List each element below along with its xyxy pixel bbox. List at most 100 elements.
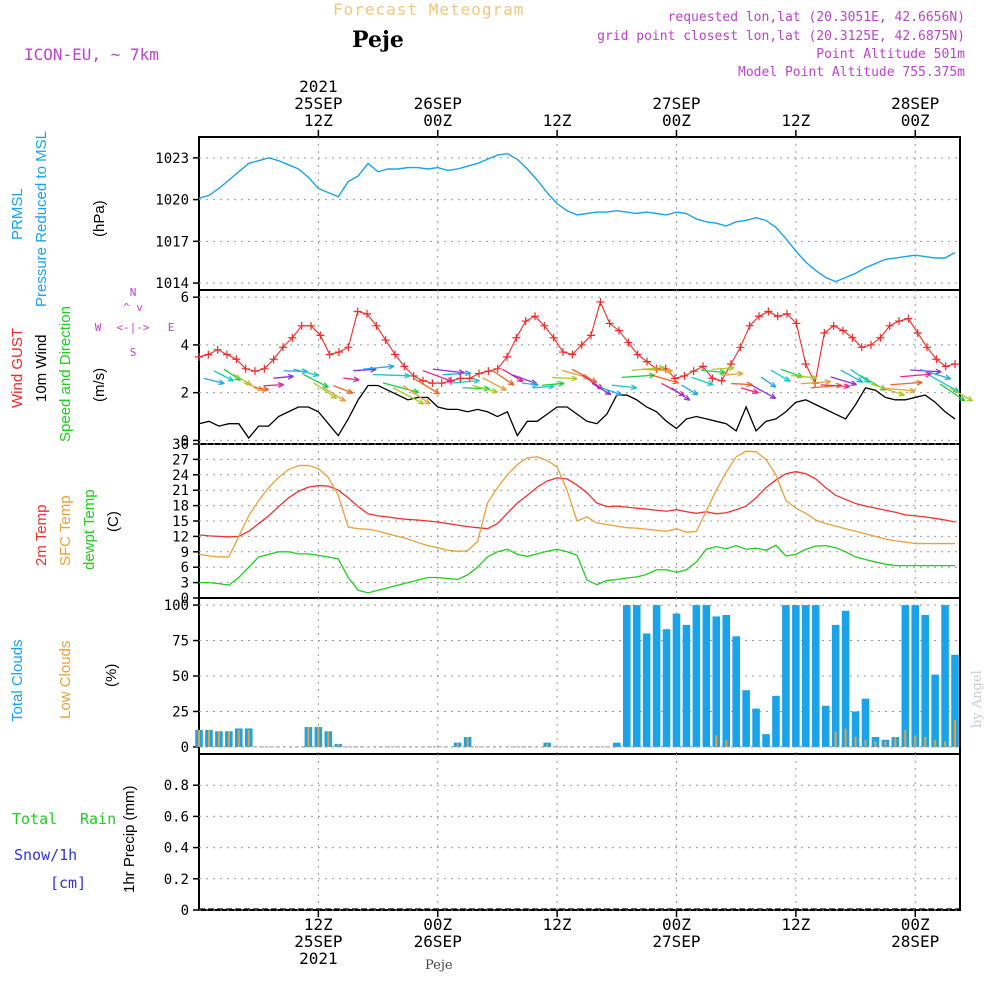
wind-arrow xyxy=(223,368,241,381)
total-cloud-bar xyxy=(692,605,701,747)
ytick-label-wind: 2 xyxy=(181,386,189,402)
wind-arrow xyxy=(760,376,777,388)
gust-marker xyxy=(923,343,932,352)
total-cloud-bar xyxy=(821,705,830,747)
gust-marker xyxy=(204,350,213,359)
gust-marker xyxy=(503,352,512,361)
gust-marker xyxy=(195,352,203,361)
wind-arrow-head xyxy=(958,395,966,402)
gust-marker xyxy=(381,336,390,345)
wind-arrow-head xyxy=(966,395,974,402)
wind-arrow-head xyxy=(507,379,515,386)
wind-arrow-head xyxy=(666,367,673,374)
wind-arrow-head xyxy=(935,368,942,375)
xtick-label-top: 25SEP xyxy=(294,94,342,113)
gust-marker xyxy=(540,321,549,330)
ytick-label-clouds: 75 xyxy=(172,634,189,650)
low-cloud-bar xyxy=(725,739,728,747)
temp2m-line xyxy=(198,471,956,538)
wind-arrow-head xyxy=(404,372,411,379)
wind-arrow xyxy=(621,374,655,379)
wind-arrow xyxy=(920,368,951,380)
wind-arrow xyxy=(382,382,419,394)
wind-arrow-head xyxy=(707,380,714,386)
ytick-label-pressure: 1023 xyxy=(155,151,189,167)
xtick-label-bottom: 00Z xyxy=(662,915,691,934)
gust-marker xyxy=(904,314,913,323)
rain-label: Rain xyxy=(80,810,117,828)
gust-marker xyxy=(624,338,633,347)
wind-arrow xyxy=(442,372,471,376)
low-cloud-bar xyxy=(456,742,459,747)
wind-arrow xyxy=(373,373,411,377)
wind-arrow-head xyxy=(925,371,932,378)
gust-marker xyxy=(895,317,904,326)
wind-arrow-head xyxy=(810,374,818,381)
snow-label: Snow/1h xyxy=(14,846,78,864)
xtick-label-bottom: 00Z xyxy=(423,915,452,934)
total-cloud-bar xyxy=(951,654,959,747)
gust-marker xyxy=(717,376,726,385)
gust-marker xyxy=(587,331,596,340)
low-cloud-bar xyxy=(844,728,847,747)
gust-marker xyxy=(801,360,810,369)
wind-arrow-head xyxy=(916,379,923,386)
ytick-label-temperature: 9 xyxy=(181,545,189,561)
low-cloud-bar xyxy=(924,736,927,747)
wind-arrow xyxy=(343,377,360,381)
gust-marker xyxy=(344,343,353,352)
wind-arrow xyxy=(532,385,555,389)
gust-marker xyxy=(335,348,344,357)
low-cloud-bar xyxy=(854,736,857,747)
wind-arrow-head xyxy=(500,385,507,392)
wind-arrow xyxy=(482,377,507,391)
wind-arrow xyxy=(581,374,604,390)
wind-arrow-head xyxy=(824,379,832,385)
xtick-label-top: 12Z xyxy=(781,111,810,130)
wind-arrow-head xyxy=(346,388,354,394)
gust-marker xyxy=(680,371,689,380)
requested-coords: requested lon,lat (20.3051E, 42.6656N) xyxy=(667,10,965,25)
wind-arrow-head xyxy=(417,398,425,405)
total-cloud-bar xyxy=(921,615,929,747)
wind-arrow-head xyxy=(783,376,791,382)
wind-arrow xyxy=(740,387,759,394)
gust-marker xyxy=(876,333,885,342)
wind-arrow-head xyxy=(850,380,857,386)
low-cloud-bar xyxy=(227,731,230,747)
compass-n: N xyxy=(130,286,137,299)
total-cloud-bar xyxy=(662,629,671,747)
wind-arrow xyxy=(213,370,234,382)
gust-marker xyxy=(260,364,269,373)
grid-coords: grid point closest lon,lat (20.3125E, 42… xyxy=(597,29,965,44)
compass-w: W xyxy=(95,321,102,334)
gust-marker xyxy=(223,350,232,359)
gust-marker xyxy=(549,333,558,342)
xtick-label-top: 12Z xyxy=(543,111,572,130)
gust-marker xyxy=(391,350,400,359)
wind-arrow xyxy=(522,382,539,386)
ytick-label-temperature: 24 xyxy=(172,468,189,484)
total-cloud-bar xyxy=(841,610,850,747)
low-cloud-bar xyxy=(894,736,897,747)
gust-marker xyxy=(400,362,409,371)
gust-marker xyxy=(596,297,605,306)
total-cloud-bar xyxy=(851,711,860,747)
wind-arrow-head xyxy=(898,390,905,397)
xtick-label-bottom: 12Z xyxy=(781,915,810,934)
wind-arrow-head xyxy=(630,384,638,391)
wind-arrow xyxy=(721,372,744,376)
wind-arrow xyxy=(203,377,225,385)
gust-marker xyxy=(689,367,698,376)
wind-arrow xyxy=(601,387,622,396)
wind-arrow xyxy=(820,384,850,388)
wind-arrow xyxy=(422,369,454,383)
wind-arrow xyxy=(651,374,679,384)
gust-line xyxy=(198,300,956,385)
total-cloud-bar xyxy=(742,690,750,747)
low-cloud-bar xyxy=(307,727,310,747)
point-altitude: Point Altitude 501m xyxy=(816,47,965,62)
gust-marker xyxy=(885,321,894,330)
gust-marker xyxy=(839,326,848,335)
ytick-label-temperature: 30 xyxy=(172,437,189,453)
